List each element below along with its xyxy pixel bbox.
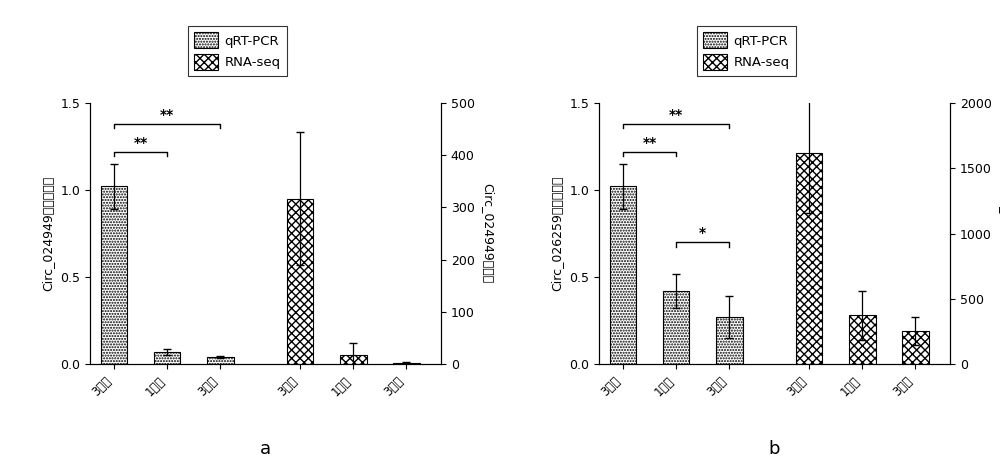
Bar	[287, 198, 313, 364]
X-axis label: b: b	[769, 440, 780, 458]
Bar	[340, 354, 367, 364]
Text: *: *	[699, 226, 706, 241]
Bar	[849, 315, 876, 364]
Text: **: **	[160, 108, 174, 122]
Bar	[902, 331, 929, 364]
Bar	[207, 357, 234, 364]
Bar	[796, 153, 822, 364]
X-axis label: a: a	[260, 440, 271, 458]
Bar	[663, 291, 689, 364]
Bar	[154, 352, 180, 364]
Bar	[393, 362, 420, 364]
Text: **: **	[133, 136, 148, 150]
Y-axis label: Circ_026259相对表达量: Circ_026259相对表达量	[551, 176, 564, 291]
Legend: qRT-PCR, RNA-seq: qRT-PCR, RNA-seq	[697, 26, 796, 76]
Bar	[610, 186, 636, 364]
Y-axis label: Circ_024949表达量: Circ_024949表达量	[481, 184, 494, 283]
Y-axis label: Circ_026259表达量: Circ_026259表达量	[998, 184, 1000, 283]
Bar	[716, 317, 743, 364]
Y-axis label: Circ_024949相对表达量: Circ_024949相对表达量	[42, 176, 55, 291]
Bar	[101, 186, 127, 364]
Legend: qRT-PCR, RNA-seq: qRT-PCR, RNA-seq	[188, 26, 287, 76]
Text: **: **	[669, 108, 683, 122]
Text: **: **	[642, 136, 657, 150]
